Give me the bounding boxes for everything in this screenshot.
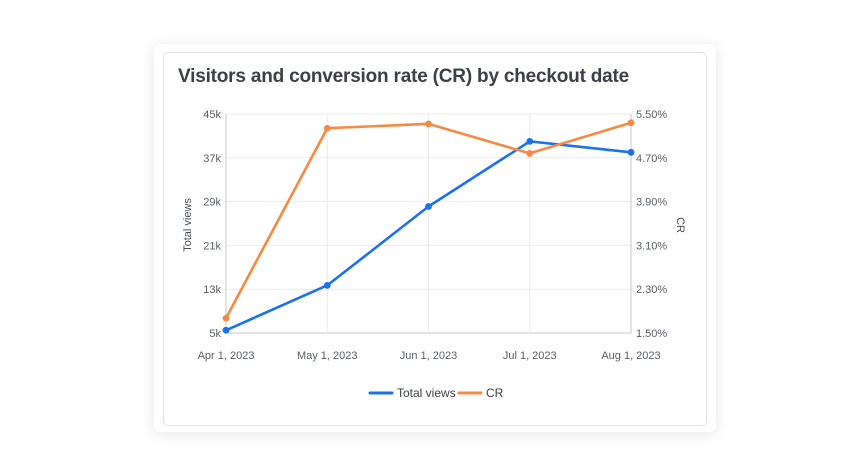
left-tick-label: 13k [203,284,221,296]
right-tick-label: 1.50% [636,328,667,340]
series-lines [222,119,635,334]
left-tick-label: 21k [203,240,221,252]
data-point-total-views[interactable] [526,137,534,145]
legend-label-cr[interactable]: CR [486,386,504,400]
x-tick-label: Jun 1, 2023 [400,350,458,362]
chart-title: Visitors and conversion rate (CR) by che… [178,66,630,87]
right-axis-ticks: 1.50% 2.30% 3.10% 3.90% 4.70% 5.50% [636,109,667,340]
right-tick-label: 5.50% [636,109,667,121]
x-axis-ticks: Apr 1, 2023 May 1, 2023 Jun 1, 2023 Jul 1, … [198,350,661,362]
x-tick-label: Apr 1, 2023 [198,350,255,362]
data-point-cr[interactable] [323,124,331,132]
x-tick-label: Aug 1, 2023 [601,350,660,362]
data-point-cr[interactable] [425,120,432,128]
left-axis-ticks: 5k 13k 21k 29k 37k 45k [203,109,221,340]
data-point-cr[interactable] [526,150,534,157]
data-point-total-views[interactable] [222,326,230,334]
left-tick-label: 5k [209,328,221,340]
left-axis-title: Total views [182,198,194,252]
data-point-total-views[interactable] [425,203,432,210]
data-point-total-views[interactable] [323,281,331,289]
x-tick-label: May 1, 2023 [297,350,358,362]
right-tick-label: 3.10% [636,240,667,252]
right-tick-label: 3.90% [636,197,667,209]
data-point-cr[interactable] [627,119,635,127]
legend: Total views CR [368,386,504,400]
left-tick-label: 29k [203,197,221,209]
right-axis-title: CR [674,217,686,233]
left-tick-label: 45k [203,109,221,121]
x-tick-label: Jul 1, 2023 [503,350,557,362]
right-tick-label: 4.70% [636,153,667,165]
right-tick-label: 2.30% [636,284,667,296]
gridlines [225,113,632,334]
data-point-cr[interactable] [222,314,230,322]
data-point-total-views[interactable] [627,148,635,156]
left-tick-label: 37k [203,153,221,165]
legend-label-total-views[interactable]: Total views [397,386,456,400]
